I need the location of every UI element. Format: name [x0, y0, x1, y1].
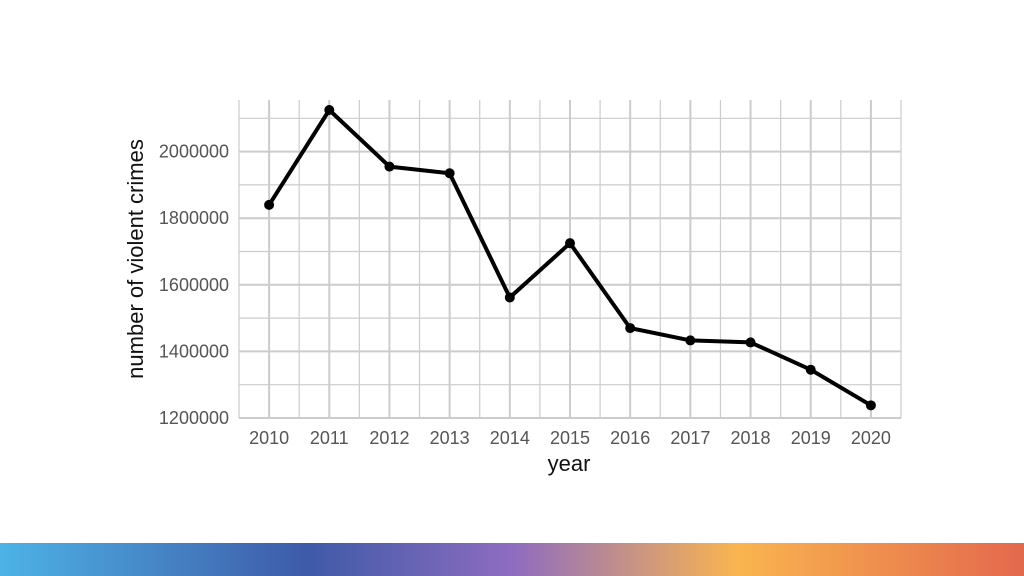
data-point-2018: [745, 337, 756, 348]
data-point-2020: [865, 400, 876, 411]
data-point-2010: [264, 199, 275, 210]
y-tick-label: 1400000: [159, 341, 229, 361]
data-point-2012: [384, 161, 395, 172]
data-point-2017: [685, 335, 696, 346]
data-point-2019: [805, 364, 816, 375]
x-tick-label: 2015: [550, 428, 590, 448]
x-tick-label: 2016: [610, 428, 650, 448]
tick-labels: 2010 2011 2012 2013 2014 2015 2016 2017 2018 2019…: [159, 142, 891, 448]
x-tick-label: 2017: [670, 428, 710, 448]
y-axis-title: number of violent crimes: [123, 139, 148, 379]
data-point-2016: [625, 323, 636, 334]
x-tick-label: 2012: [369, 428, 409, 448]
footer-gradient-bar: [0, 543, 1024, 576]
x-tick-label: 2014: [490, 428, 530, 448]
x-tick-label: 2013: [430, 428, 470, 448]
data-point-2014: [504, 292, 515, 303]
data-point-2015: [565, 238, 575, 249]
grid-lines: [238, 100, 902, 419]
y-tick-label: 1600000: [159, 275, 229, 295]
x-tick-label: 2018: [731, 428, 771, 448]
series-points-layer: [264, 104, 876, 411]
x-tick-label: 2019: [791, 428, 831, 448]
y-tick-label: 1200000: [159, 408, 229, 428]
y-tick-label: 1800000: [159, 208, 229, 228]
x-tick-label: 2020: [851, 428, 891, 448]
y-tick-label: 2000000: [159, 142, 229, 162]
data-point-2011: [324, 104, 335, 115]
x-tick-label: 2011: [310, 428, 349, 448]
x-tick-label: 2010: [249, 428, 289, 448]
data-point-2013: [444, 168, 455, 179]
x-axis-title: year: [548, 451, 591, 476]
